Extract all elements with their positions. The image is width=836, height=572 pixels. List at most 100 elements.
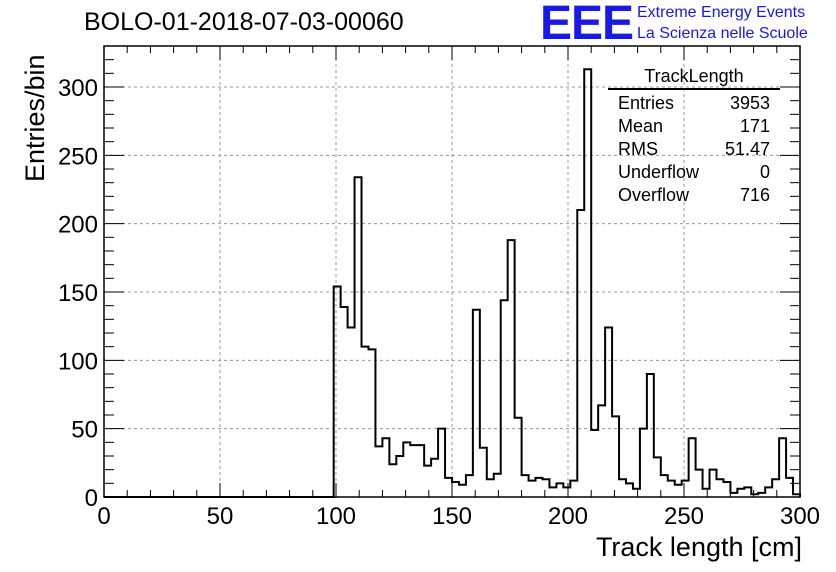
histogram-bin: [765, 487, 772, 497]
histogram-bin: [459, 485, 466, 497]
histogram-bin: [675, 485, 682, 497]
stats-title: TrackLength: [608, 66, 780, 90]
histogram-bin: [473, 310, 480, 497]
logo-text: Extreme Energy Events La Scienza nelle S…: [637, 2, 808, 44]
histogram-bin: [522, 475, 529, 497]
stats-box: TrackLength Entries 3953 Mean 171 RMS 51.47 Un…: [608, 66, 780, 207]
histogram-bin: [716, 479, 723, 497]
stats-value: 716: [739, 185, 770, 205]
histogram-bin: [529, 481, 536, 497]
histogram-bin: [710, 470, 717, 497]
histogram-bin: [424, 466, 431, 497]
histogram-bin: [494, 474, 501, 497]
y-tick-label: 300: [58, 75, 98, 102]
axis-ticks: [103, 45, 801, 498]
logo-line-2: La Scienza nelle Scuole: [637, 25, 808, 42]
grid-lines: [104, 46, 800, 497]
logo-line-1: Extreme Energy Events: [637, 4, 806, 21]
histogram-bin: [668, 481, 675, 497]
histogram-bin: [577, 210, 584, 497]
y-tick-label: 200: [58, 212, 98, 239]
histogram-bin: [362, 347, 369, 497]
x-axis-title: Track length [cm]: [595, 532, 802, 562]
stats-label: Underflow: [618, 162, 700, 182]
histogram-bin: [633, 489, 640, 497]
x-tick-label: 300: [780, 503, 820, 530]
histogram-bin: [410, 445, 417, 497]
y-tick-label: 50: [71, 417, 98, 444]
histogram-bin: [368, 349, 375, 497]
histogram-series: [104, 68, 801, 498]
histogram-bin: [654, 457, 661, 497]
stats-value: 0: [759, 162, 770, 182]
histogram-bin: [382, 438, 389, 497]
histogram-bin: [480, 448, 487, 497]
histogram-outline: [104, 68, 801, 498]
histogram-bin: [786, 478, 793, 497]
x-tick-label: 50: [207, 503, 234, 530]
histogram-bin: [723, 482, 730, 497]
stats-label: Overflow: [618, 185, 690, 205]
histogram-bin: [508, 240, 515, 497]
stats-row-rms: RMS 51.47: [608, 138, 780, 161]
histogram-bin: [556, 483, 563, 497]
histogram-bin: [389, 464, 396, 497]
histogram-bin: [334, 287, 341, 497]
histogram-bin: [396, 456, 403, 497]
stats-value: 3953: [729, 93, 770, 113]
stats-value: 171: [739, 116, 770, 136]
histogram-bin: [563, 487, 570, 497]
histogram-bin: [487, 479, 494, 497]
stats-label: Entries: [618, 93, 675, 113]
histogram-bin: [626, 483, 633, 497]
histogram-bin: [466, 475, 473, 497]
histogram-bin: [438, 429, 445, 497]
histogram-bin: [375, 446, 382, 497]
stats-row-underflow: Underflow 0: [608, 161, 780, 184]
histogram-bin: [640, 429, 647, 497]
histogram-bin: [417, 445, 424, 497]
histogram-bin: [445, 478, 452, 497]
histogram-bin: [619, 479, 626, 497]
eee-logo-mark: EEE: [540, 0, 634, 50]
histogram-bin: [605, 328, 612, 497]
x-tick-label: 150: [432, 503, 472, 530]
y-tick-label: 0: [85, 485, 98, 512]
histogram-bin: [647, 374, 654, 497]
stats-value: 51.47: [724, 139, 770, 159]
x-tick-label: 100: [316, 503, 356, 530]
histogram-bin: [515, 418, 522, 497]
stats-row-overflow: Overflow 716: [608, 184, 780, 207]
histogram-bin: [355, 177, 362, 497]
stats-label: Mean: [618, 116, 664, 136]
stats-row-mean: Mean 171: [608, 115, 780, 138]
histogram-bin: [452, 482, 459, 497]
histogram-bin: [591, 430, 598, 497]
histogram-bin: [772, 479, 779, 497]
y-tick-label: 100: [58, 348, 98, 375]
histogram-bin: [348, 328, 355, 497]
histogram-bin: [549, 487, 556, 497]
histogram-bin: [570, 481, 577, 497]
tick-labels: 0 50 100 150 200 250 300 0 50 100 150 200 250 300: [58, 75, 820, 530]
histogram-bin: [779, 438, 786, 497]
histogram-bin: [598, 405, 605, 497]
histogram-bin: [542, 479, 549, 497]
histogram-bin: [689, 438, 696, 497]
histogram-bin: [661, 475, 668, 497]
histogram-bin: [403, 442, 410, 497]
histogram-bin: [431, 459, 438, 497]
histogram-bin: [584, 69, 591, 497]
histogram-bin: [737, 489, 744, 497]
histogram-bin: [682, 481, 689, 497]
y-tick-label: 150: [58, 280, 98, 307]
x-tick-label: 0: [97, 503, 110, 530]
histogram-bin: [536, 478, 543, 497]
x-tick-label: 200: [548, 503, 588, 530]
y-tick-label: 250: [58, 143, 98, 170]
chart-title: BOLO-01-2018-07-03-00060: [84, 8, 404, 36]
histogram-bin: [703, 489, 710, 497]
histogram-bin: [744, 487, 751, 497]
histogram-bin: [341, 307, 348, 497]
